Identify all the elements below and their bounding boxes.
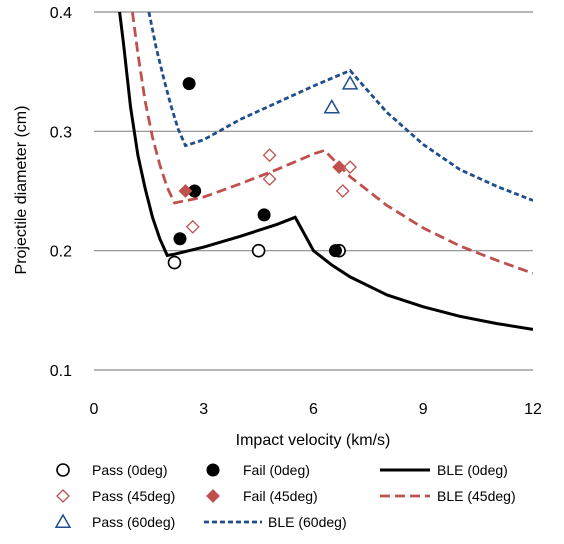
legend-label: Pass (0deg) (92, 462, 167, 478)
legend-label: Pass (60deg) (92, 514, 175, 530)
legend-item: Pass (0deg) (56, 462, 167, 478)
y-tick-labels: 0.1 0.2 0.3 0.4 (50, 5, 72, 380)
legend-label: BLE (45deg) (437, 488, 516, 504)
data-point (182, 77, 196, 91)
x-tick-label: 3 (199, 401, 208, 418)
legend-marker (206, 463, 220, 477)
legend-item: BLE (0deg) (380, 462, 508, 478)
grid (94, 11, 533, 371)
legend-marker (56, 489, 70, 503)
data-point (262, 148, 277, 163)
data-point (343, 160, 358, 175)
data-point (341, 75, 359, 90)
data-point (173, 232, 187, 246)
data-point (332, 160, 347, 175)
data-point (178, 184, 193, 198)
legend-item: Pass (60deg) (54, 513, 175, 530)
series-lines (118, 12, 533, 331)
data-point (185, 219, 200, 234)
data-point (251, 243, 266, 258)
legend-label: Fail (45deg) (243, 488, 318, 504)
legend-label: Fail (0deg) (243, 462, 310, 478)
x-axis-title: Impact velocity (km/s) (236, 432, 391, 449)
series-line (131, 12, 533, 275)
x-tick-labels: 0 3 6 9 12 (90, 401, 542, 418)
legend-item: BLE (45deg) (380, 488, 516, 504)
legend-item: Fail (0deg) (206, 462, 310, 478)
data-point (323, 98, 341, 114)
legend-item: Pass (45deg) (56, 488, 175, 504)
series-markers (167, 75, 359, 270)
legend-marker (54, 513, 72, 528)
legend-marker (206, 489, 220, 503)
x-tick-label: 0 (90, 401, 99, 418)
x-tick-label: 12 (524, 401, 542, 418)
data-point (167, 255, 182, 270)
y-tick-label: 0.3 (50, 124, 72, 141)
y-axis-title: Projectile diameter (cm) (13, 106, 30, 275)
series-line (118, 12, 533, 331)
legend-label: Pass (45deg) (92, 488, 175, 504)
legend-marker (56, 463, 70, 477)
x-tick-label: 9 (419, 401, 428, 418)
legend-item: BLE (60deg) (204, 514, 347, 530)
y-tick-label: 0.4 (50, 5, 72, 22)
legend-label: BLE (0deg) (437, 462, 508, 478)
x-tick-label: 6 (309, 401, 318, 418)
data-point (335, 184, 350, 198)
y-tick-label: 0.2 (50, 244, 72, 261)
data-point (257, 208, 271, 222)
y-tick-label: 0.1 (50, 363, 72, 380)
data-point (262, 172, 277, 186)
legend-item: Fail (45deg) (206, 488, 318, 504)
legend: Pass (0deg) Fail (0deg) BLE (0deg) Pass (45… (54, 462, 516, 530)
legend-label: BLE (60deg) (268, 514, 347, 530)
data-point (328, 244, 342, 258)
series-line (147, 12, 533, 202)
